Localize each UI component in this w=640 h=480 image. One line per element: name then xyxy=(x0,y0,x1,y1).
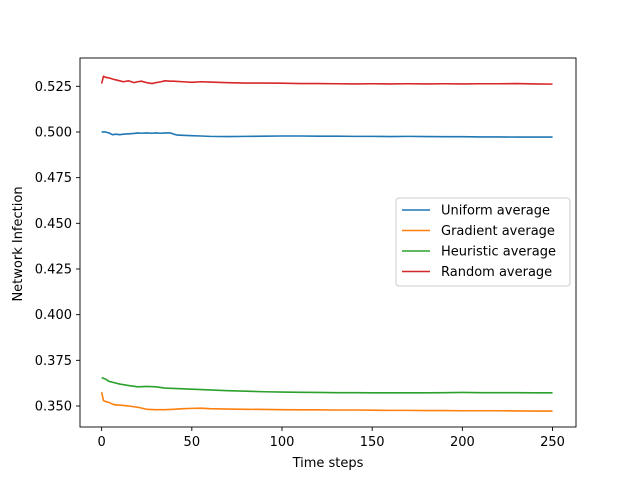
y-tick-label-6: 0.500 xyxy=(35,125,72,140)
y-tick-label-0: 0.350 xyxy=(35,399,72,414)
axes-layer: 0 50 100 150 200 250 0.350 0.375 0.400 0.425 0.450… xyxy=(35,57,577,450)
series-line-1 xyxy=(100,392,553,412)
plot-frame xyxy=(79,57,577,428)
legend-box xyxy=(395,197,571,287)
legend: Uniform average Gradient average Heuristic… xyxy=(395,197,571,287)
x-tick-label-3: 150 xyxy=(360,435,385,450)
legend-label-0: Uniform average xyxy=(441,204,550,219)
x-tick-label-4: 200 xyxy=(450,435,475,450)
x-tick-label-0: 0 xyxy=(98,435,106,450)
series-line-2 xyxy=(101,376,553,394)
series-layer xyxy=(100,75,553,412)
x-tick-label-5: 250 xyxy=(540,435,565,450)
y-tick-label-1: 0.375 xyxy=(35,354,72,369)
y-axis-label: Network Infection xyxy=(11,186,26,301)
legend-label-1: Gradient average xyxy=(441,224,555,239)
x-tick-label-1: 50 xyxy=(184,435,201,450)
y-tick-label-4: 0.450 xyxy=(35,217,72,232)
y-tick-label-7: 0.525 xyxy=(35,80,72,95)
y-tick-label-2: 0.400 xyxy=(35,308,72,323)
series-line-0 xyxy=(101,131,553,138)
y-tick-label-3: 0.425 xyxy=(35,262,72,277)
x-axis-label: Time steps xyxy=(292,456,364,471)
y-tick-label-5: 0.475 xyxy=(35,171,72,186)
legend-label-3: Random average xyxy=(441,265,552,280)
x-tick-label-2: 100 xyxy=(270,435,295,450)
legend-label-2: Heuristic average xyxy=(441,245,556,260)
series-line-3 xyxy=(100,75,553,85)
